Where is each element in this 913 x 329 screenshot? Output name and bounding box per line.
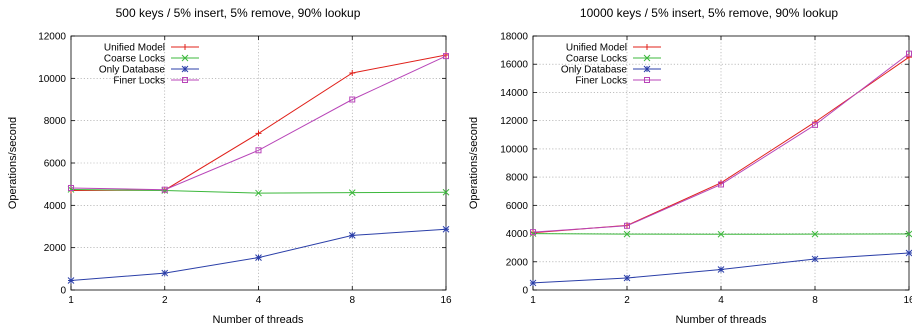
data-point-unified-model bbox=[349, 70, 356, 77]
data-point-unified-model bbox=[255, 130, 262, 137]
data-point-only-database bbox=[161, 269, 169, 277]
data-point-finer-locks bbox=[161, 186, 168, 193]
x-tick-label: 1 bbox=[68, 295, 74, 306]
x-tick-label: 2 bbox=[624, 295, 630, 306]
x-tick-label: 4 bbox=[718, 295, 724, 306]
data-point-finer-locks bbox=[349, 96, 356, 103]
data-point-coarse-locks bbox=[623, 230, 631, 238]
legend-marker-only-database bbox=[643, 65, 651, 73]
data-point-only-database bbox=[529, 279, 537, 287]
y-axis-label: Operations/second bbox=[468, 117, 480, 209]
chart-panel-500-keys: 500 keys / 5% insert, 5% remove, 90% loo… bbox=[0, 0, 456, 329]
legend-marker-finer-locks bbox=[644, 77, 650, 83]
data-point-only-database bbox=[811, 255, 819, 263]
y-tick-label: 16000 bbox=[500, 60, 528, 71]
y-tick-label: 14000 bbox=[500, 88, 528, 99]
legend-marker-coarse-locks bbox=[181, 54, 189, 62]
x-axis-label: Number of threads bbox=[212, 314, 304, 326]
legend-marker-unified-model bbox=[644, 44, 650, 50]
data-point-only-database bbox=[623, 274, 631, 282]
data-point-unified-model bbox=[906, 54, 912, 61]
legend-marker-finer-locks bbox=[182, 77, 188, 83]
data-point-coarse-locks bbox=[442, 188, 450, 196]
y-tick-label: 8000 bbox=[44, 116, 67, 127]
legend-marker-only-database bbox=[181, 65, 189, 73]
legend-label-only-database: Only Database bbox=[99, 65, 166, 76]
data-point-finer-locks bbox=[443, 53, 449, 60]
legend-marker-unified-model bbox=[182, 44, 188, 50]
data-point-coarse-locks bbox=[255, 189, 262, 197]
y-tick-label: 6000 bbox=[506, 201, 529, 212]
data-point-finer-locks bbox=[906, 50, 912, 57]
y-ticks: 0 2000 4000 6000 8000 10000 12000 14000 16000 180… bbox=[500, 32, 909, 297]
y-tick-label: 4000 bbox=[506, 229, 529, 240]
legend-label-only-database: Only Database bbox=[561, 65, 628, 76]
legend-label-unified-model: Unified Model bbox=[566, 43, 627, 54]
y-tick-label: 0 bbox=[522, 286, 528, 297]
chart-panel-10000-keys: 10000 keys / 5% insert, 5% remove, 90% l… bbox=[456, 0, 912, 329]
y-tick-label: 10000 bbox=[38, 74, 66, 85]
legend-label-finer-locks: Finer Locks bbox=[575, 76, 627, 87]
y-tick-label: 2000 bbox=[44, 243, 67, 254]
data-point-only-database bbox=[442, 225, 450, 233]
chart-svg: 500 keys / 5% insert, 5% remove, 90% loo… bbox=[7, 6, 452, 326]
y-tick-label: 10000 bbox=[500, 144, 528, 155]
chart-title: 10000 keys / 5% insert, 5% remove, 90% l… bbox=[580, 6, 838, 20]
y-tick-label: 12000 bbox=[38, 32, 66, 43]
y-tick-label: 0 bbox=[60, 286, 66, 297]
legend-label-finer-locks: Finer Locks bbox=[113, 76, 165, 87]
series-line-finer-locks bbox=[70, 55, 447, 191]
plot-frame bbox=[70, 35, 447, 291]
x-tick-label: 8 bbox=[349, 295, 355, 306]
data-point-only-database bbox=[348, 232, 356, 239]
x-axis-label: Number of threads bbox=[675, 314, 767, 326]
y-tick-label: 18000 bbox=[500, 32, 528, 43]
y-tick-label: 4000 bbox=[44, 201, 67, 212]
y-ticks: 0 2000 4000 6000 8000 10000 12000 bbox=[38, 32, 446, 297]
y-axis-label: Operations/second bbox=[7, 117, 19, 209]
data-point-only-database bbox=[905, 249, 912, 257]
data-point-coarse-locks bbox=[905, 230, 912, 238]
series-lines bbox=[529, 50, 912, 287]
data-point-only-database bbox=[255, 254, 262, 261]
data-point-only-database bbox=[67, 277, 75, 284]
legend-label-coarse-locks: Coarse Locks bbox=[104, 54, 165, 65]
data-point-finer-locks bbox=[530, 229, 536, 236]
data-point-only-database bbox=[717, 266, 725, 273]
series-lines bbox=[67, 52, 450, 284]
series-line-finer-locks bbox=[532, 53, 910, 233]
legend-label-coarse-locks: Coarse Locks bbox=[566, 54, 627, 65]
x-tick-label: 16 bbox=[440, 295, 452, 306]
chart-svg: 10000 keys / 5% insert, 5% remove, 90% l… bbox=[468, 6, 912, 326]
gridlines bbox=[533, 36, 909, 290]
x-tick-label: 2 bbox=[162, 295, 168, 306]
data-point-finer-locks bbox=[255, 147, 262, 154]
data-point-finer-locks bbox=[68, 184, 74, 191]
y-tick-label: 2000 bbox=[506, 257, 529, 268]
x-tick-label: 8 bbox=[812, 295, 818, 306]
data-point-finer-locks bbox=[624, 222, 630, 229]
plot-frame bbox=[532, 35, 910, 291]
x-tick-label: 16 bbox=[903, 295, 912, 306]
x-tick-label: 4 bbox=[256, 295, 262, 306]
data-point-coarse-locks bbox=[811, 230, 819, 238]
data-point-coarse-locks bbox=[348, 189, 356, 196]
chart-title: 500 keys / 5% insert, 5% remove, 90% loo… bbox=[116, 6, 361, 20]
data-point-finer-locks bbox=[718, 181, 724, 188]
data-point-finer-locks bbox=[812, 121, 818, 128]
y-tick-label: 6000 bbox=[44, 159, 67, 170]
gridlines bbox=[71, 36, 446, 290]
legend-marker-coarse-locks bbox=[643, 54, 651, 62]
legend-label-unified-model: Unified Model bbox=[104, 43, 165, 54]
y-tick-label: 8000 bbox=[506, 173, 529, 184]
y-tick-label: 12000 bbox=[500, 116, 528, 127]
data-point-coarse-locks bbox=[717, 230, 725, 238]
x-tick-label: 1 bbox=[530, 295, 536, 306]
